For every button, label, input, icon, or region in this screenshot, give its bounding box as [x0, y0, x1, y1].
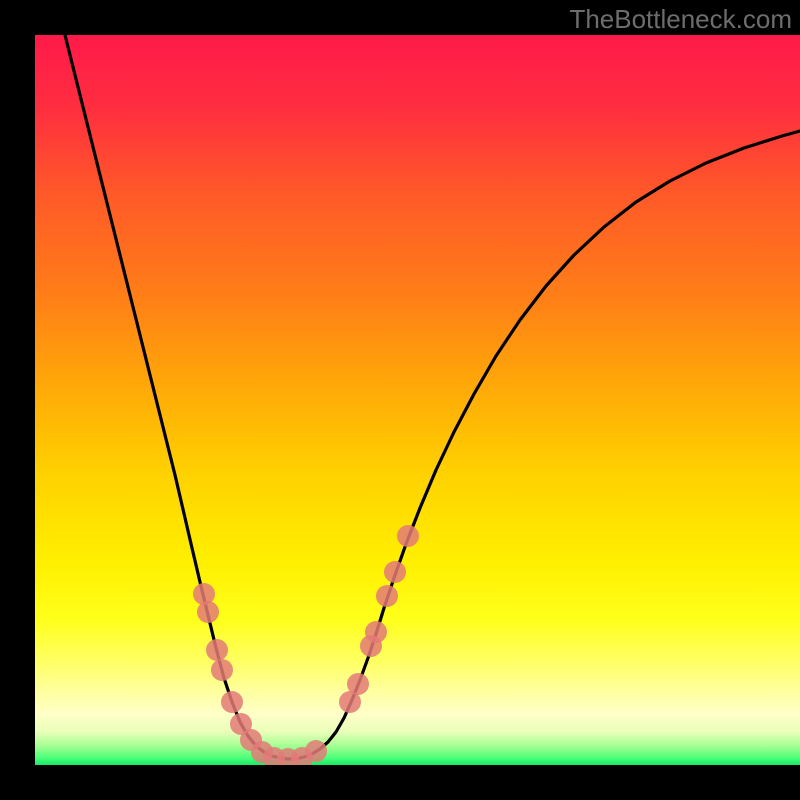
watermark-text: TheBottleneck.com [569, 4, 792, 35]
curve-marker [347, 673, 369, 695]
curve-marker [211, 659, 233, 681]
curve-marker [206, 639, 228, 661]
curve-marker [365, 621, 387, 643]
curve-marker [197, 601, 219, 623]
curve-marker [376, 585, 398, 607]
curve-marker [397, 525, 419, 547]
gradient-background [35, 35, 800, 765]
curve-marker [384, 561, 406, 583]
bottleneck-chart [0, 0, 800, 800]
curve-marker [305, 740, 327, 762]
chart-root: TheBottleneck.com [0, 0, 800, 800]
curve-marker [221, 691, 243, 713]
